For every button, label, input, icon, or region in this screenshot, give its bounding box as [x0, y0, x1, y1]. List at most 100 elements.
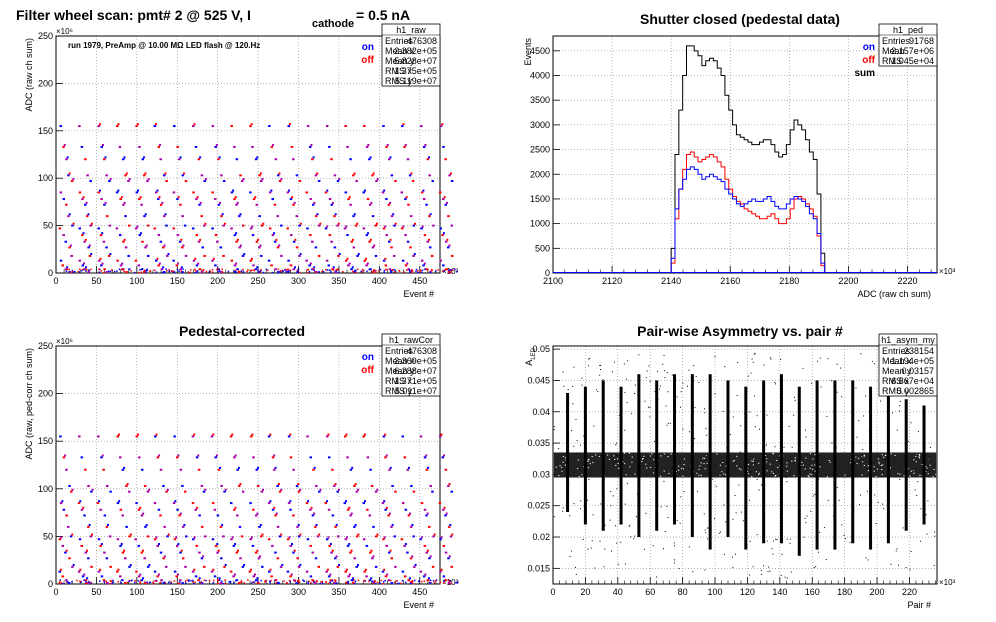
- outlier-point: [729, 434, 731, 436]
- data-point: [297, 483, 300, 486]
- outlier-point: [869, 510, 871, 512]
- data-point: [101, 232, 104, 235]
- band-gap: [588, 458, 590, 460]
- outlier-point: [718, 474, 720, 476]
- data-point: [185, 582, 187, 585]
- outlier-point: [814, 493, 816, 495]
- data-point: [374, 565, 378, 568]
- outlier-point: [815, 523, 817, 525]
- data-point: [305, 259, 308, 262]
- data-point: [382, 581, 385, 583]
- outlier-point: [869, 435, 871, 437]
- data-point: [396, 580, 398, 582]
- data-point: [292, 158, 295, 161]
- data-point: [134, 579, 136, 582]
- data-point: [99, 544, 102, 547]
- data-point: [178, 514, 181, 517]
- data-point: [388, 240, 391, 243]
- outlier-point: [594, 567, 596, 569]
- data-point: [68, 172, 71, 175]
- data-point: [428, 246, 432, 249]
- data-point: [262, 222, 265, 225]
- data-point: [163, 581, 166, 584]
- data-point: [427, 466, 430, 469]
- data-point: [411, 582, 414, 585]
- data-point: [251, 225, 254, 228]
- band-gap: [683, 458, 686, 460]
- band-gap: [919, 474, 921, 476]
- outlier-point: [572, 403, 574, 405]
- data-point: [191, 570, 195, 573]
- stats-value: 1.045e+04: [891, 56, 934, 66]
- data-point: [432, 579, 435, 582]
- data-point: [438, 502, 442, 505]
- outlier-point: [580, 500, 582, 502]
- outlier-point: [593, 425, 595, 427]
- data-point: [84, 203, 87, 206]
- data-point: [383, 500, 386, 503]
- data-point: [371, 557, 374, 560]
- data-point: [64, 454, 67, 457]
- data-point: [426, 512, 429, 515]
- y-tick-label: 2000: [530, 169, 550, 179]
- legend-off: off: [361, 365, 374, 376]
- data-point: [408, 269, 411, 271]
- data-point: [440, 433, 443, 436]
- data-point: [162, 582, 165, 585]
- data-point: [128, 268, 130, 271]
- data-point: [325, 125, 329, 128]
- data-point: [347, 575, 350, 578]
- data-point: [78, 259, 81, 262]
- data-point: [87, 246, 90, 249]
- data-point: [200, 174, 204, 177]
- outlier-point: [573, 366, 575, 368]
- outlier-point: [749, 540, 751, 542]
- data-point: [88, 244, 91, 247]
- outlier-point: [862, 449, 864, 451]
- data-point: [123, 549, 126, 552]
- band-gap: [629, 466, 631, 468]
- band-gap: [766, 470, 768, 472]
- band-gap: [555, 466, 557, 468]
- band-gap: [622, 461, 624, 463]
- band-gap: [881, 454, 883, 456]
- x-tick-label: 180: [837, 587, 852, 597]
- band-gap: [811, 464, 813, 466]
- outlier-point: [825, 559, 827, 561]
- data-point: [109, 490, 112, 493]
- outlier-point: [614, 460, 616, 462]
- data-point: [319, 222, 322, 225]
- data-point: [413, 253, 416, 256]
- data-point: [429, 484, 432, 487]
- data-point: [195, 198, 198, 201]
- data-point: [445, 268, 448, 271]
- asymmetry-spike: [851, 380, 855, 544]
- data-point: [329, 543, 332, 546]
- asymmetry-spike: [708, 374, 712, 550]
- data-point: [372, 555, 375, 558]
- data-point: [103, 514, 107, 517]
- stats-key: Mean x: [385, 356, 415, 366]
- data-point: [442, 264, 445, 267]
- data-point: [184, 180, 188, 183]
- outlier-point: [590, 547, 592, 549]
- band-gap: [918, 454, 921, 456]
- data-point: [98, 500, 101, 503]
- stats-value: 1.194e+05: [891, 356, 934, 366]
- data-point: [129, 268, 131, 270]
- data-point: [261, 178, 264, 181]
- data-point: [450, 224, 454, 227]
- data-point: [65, 549, 68, 552]
- outlier-point: [722, 410, 724, 412]
- data-point: [89, 535, 93, 538]
- raw-title-main: Filter wheel scan: pmt# 2 @ 525 V, I: [16, 7, 251, 23]
- stats-key: RMS x: [882, 376, 910, 386]
- x-tick-label: 400: [372, 587, 387, 597]
- band-gap: [921, 464, 923, 466]
- data-point: [426, 549, 429, 552]
- data-point: [194, 581, 196, 584]
- data-point: [287, 435, 291, 438]
- raw-title-sub: cathode: [312, 18, 354, 30]
- data-point: [179, 581, 181, 583]
- y-axis-label: Events: [523, 38, 533, 66]
